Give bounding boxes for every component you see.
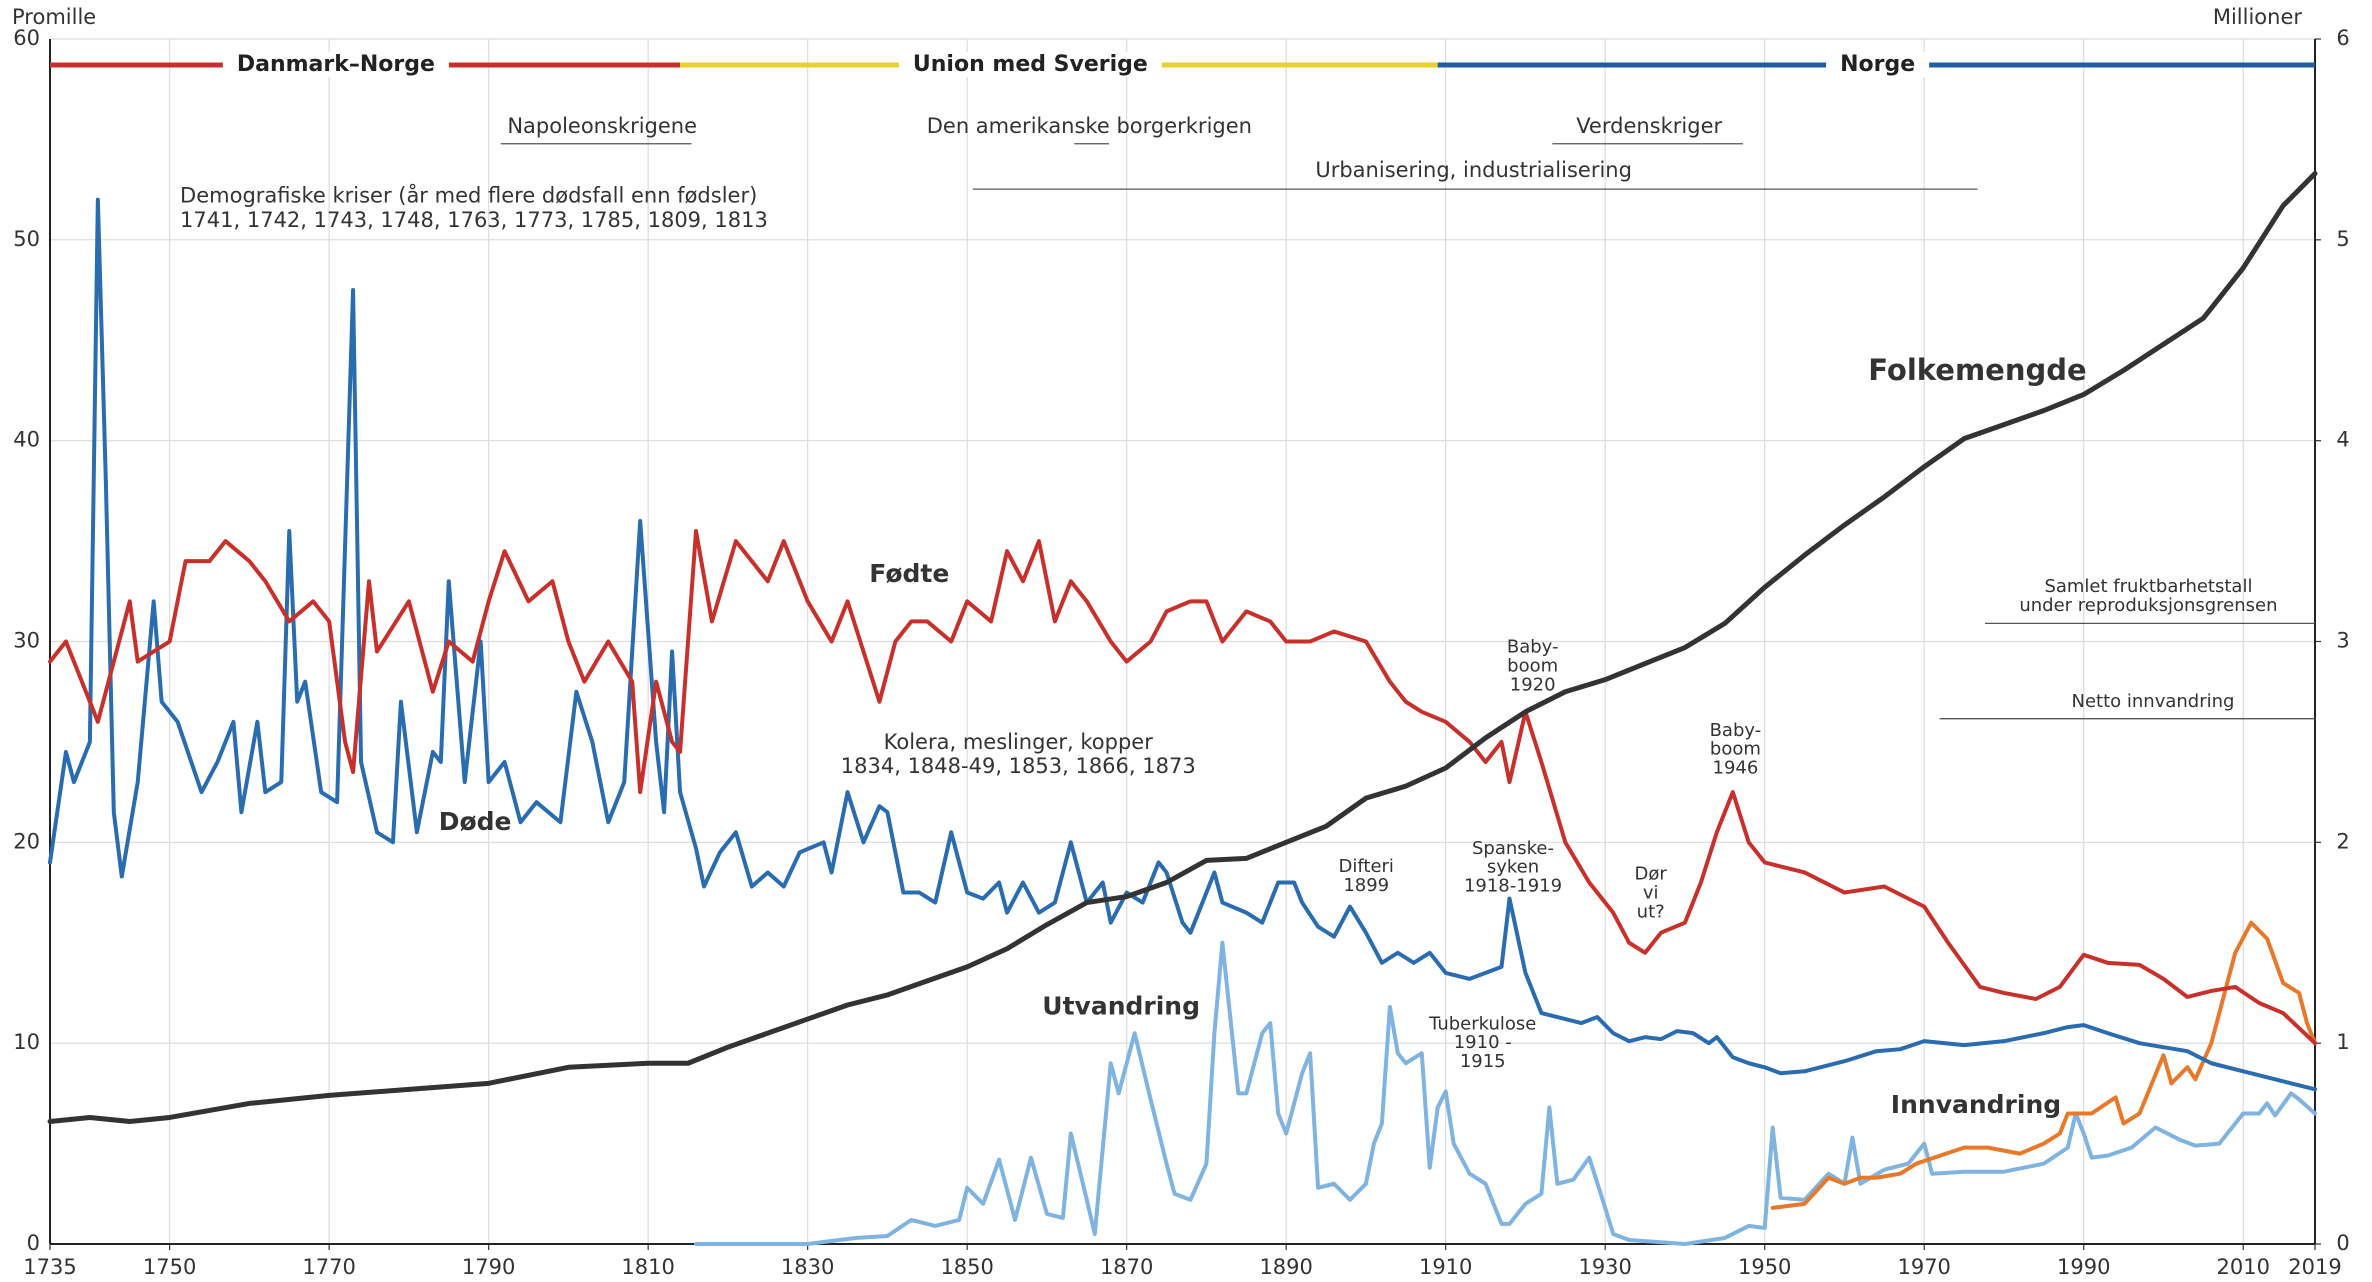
annotation: 1899 xyxy=(1343,875,1389,896)
period-label-group: Union med Sverige xyxy=(898,52,1162,78)
annotation: 1915 xyxy=(1460,1051,1506,1072)
x-tick-label: 1735 xyxy=(23,1255,76,1279)
annotation: vi xyxy=(1643,882,1659,903)
series-label: Døde xyxy=(439,807,512,836)
x-tick-label: 1890 xyxy=(1259,1255,1312,1279)
y-tick-label: 50 xyxy=(13,227,40,251)
x-tick-label: 1850 xyxy=(940,1255,993,1279)
x-tick-label: 1990 xyxy=(2057,1255,2110,1279)
period-label: Norge xyxy=(1840,52,1915,77)
y2-tick-label: 5 xyxy=(2336,227,2349,251)
x-tick-label: 1750 xyxy=(143,1255,196,1279)
x-tick-label: 1930 xyxy=(1578,1255,1631,1279)
annotation: 1920 xyxy=(1510,674,1556,695)
period-label: Union med Sverige xyxy=(913,52,1148,77)
period-label-bg xyxy=(898,52,1162,78)
annotation: Kolera, meslinger, kopper xyxy=(884,730,1154,754)
y2-axis-label: Millioner xyxy=(2213,5,2303,29)
annotation: Spanske- xyxy=(1472,838,1554,859)
annotation: 1834, 1848-49, 1853, 1866, 1873 xyxy=(841,754,1196,778)
annotation: 1741, 1742, 1743, 1748, 1763, 1773, 1785… xyxy=(180,208,768,232)
y-tick-label: 30 xyxy=(13,629,40,653)
annotation: Urbanisering, industrialisering xyxy=(1315,158,1632,182)
x-tick-label: 2019 xyxy=(2288,1255,2341,1279)
x-tick-label: 2010 xyxy=(2216,1255,2269,1279)
y-tick-label: 10 xyxy=(13,1030,40,1054)
x-tick-label: 1830 xyxy=(781,1255,834,1279)
x-tick-label: 1770 xyxy=(302,1255,355,1279)
series-line xyxy=(47,171,2318,1124)
series-line xyxy=(1770,920,2317,1210)
annotation: 1910 - xyxy=(1454,1032,1512,1053)
annotation: Demografiske kriser (år med flere dødsfa… xyxy=(180,183,757,208)
period-label: Danmark–Norge xyxy=(237,52,435,77)
annotation: syken xyxy=(1487,857,1539,878)
y2-tick-label: 1 xyxy=(2336,1030,2349,1054)
annotation: Dør xyxy=(1635,864,1668,885)
annotation: Verdenskriger xyxy=(1576,114,1722,138)
y2-tick-label: 2 xyxy=(2336,829,2349,853)
series-line xyxy=(694,940,2317,1246)
annotation: Netto innvandring xyxy=(2072,691,2235,712)
annotation: Baby- xyxy=(1507,637,1559,658)
y2-tick-label: 6 xyxy=(2336,26,2349,50)
annotation: Napoleonskrigene xyxy=(507,114,697,138)
y2-tick-label: 4 xyxy=(2336,428,2349,452)
series-line xyxy=(48,197,2317,1092)
annotation: 1946 xyxy=(1713,758,1759,779)
x-tick-label: 1810 xyxy=(621,1255,674,1279)
y-tick-label: 60 xyxy=(13,26,40,50)
series-line xyxy=(48,529,2317,1046)
series-label: Folkemengde xyxy=(1868,353,2086,387)
series-label: Innvandring xyxy=(1891,1090,2061,1119)
y-axis-label: Promille xyxy=(12,5,96,29)
annotation: boom xyxy=(1710,739,1761,760)
annotation: boom xyxy=(1507,655,1558,676)
y2-tick-label: 0 xyxy=(2336,1231,2349,1255)
y-tick-label: 20 xyxy=(13,829,40,853)
annotation: Baby- xyxy=(1710,720,1762,741)
annotation: under reproduksjonsgrensen xyxy=(2019,595,2277,616)
period-label-bg xyxy=(222,52,449,78)
annotation: Tuberkulose xyxy=(1428,1013,1536,1034)
y-tick-label: 40 xyxy=(13,428,40,452)
period-label-bg xyxy=(1826,52,1930,78)
x-tick-label: 1970 xyxy=(1897,1255,1950,1279)
x-tick-label: 1910 xyxy=(1419,1255,1472,1279)
annotation: Den amerikanske borgerkrigen xyxy=(927,114,1252,138)
series-label: Fødte xyxy=(869,559,949,588)
period-label-group: Danmark–Norge xyxy=(222,52,449,78)
x-tick-label: 1870 xyxy=(1100,1255,1153,1279)
series-label: Utvandring xyxy=(1042,992,1200,1021)
annotation: Samlet fruktbarhetstall xyxy=(2044,576,2252,597)
annotation: ut? xyxy=(1637,901,1665,922)
x-tick-label: 1790 xyxy=(462,1255,515,1279)
y2-tick-label: 3 xyxy=(2336,629,2349,653)
x-tick-label: 1950 xyxy=(1738,1255,1791,1279)
y-tick-label: 0 xyxy=(27,1231,40,1255)
period-label-group: Norge xyxy=(1826,52,1930,78)
annotation: Difteri xyxy=(1339,856,1394,877)
annotation: 1918-1919 xyxy=(1464,876,1562,897)
